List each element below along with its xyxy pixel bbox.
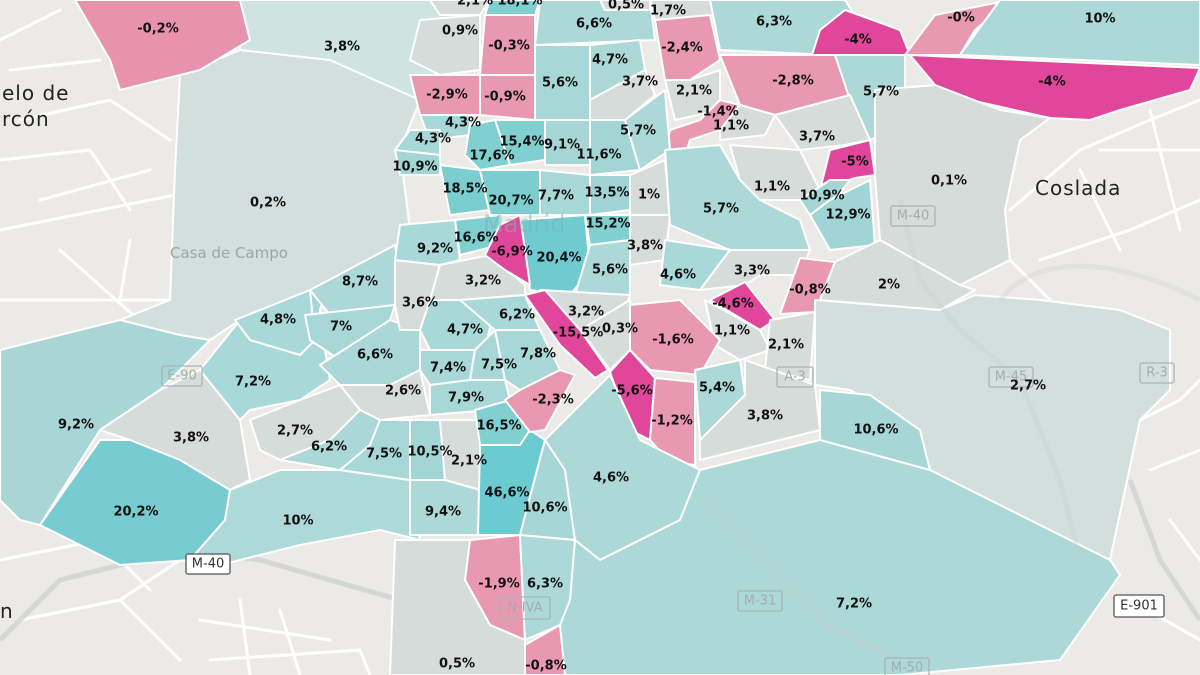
district-5-6-north[interactable] bbox=[534, 44, 591, 121]
district-6-6-north[interactable] bbox=[534, 0, 656, 46]
road-shield-e901: E-901 bbox=[1113, 594, 1165, 618]
district-2-1-east[interactable] bbox=[764, 311, 816, 381]
district-minus-15-5[interactable] bbox=[524, 289, 609, 379]
road-shield-m40-east: M-40 bbox=[890, 205, 936, 227]
district-minus-6-9[interactable] bbox=[484, 214, 531, 286]
svg-text:M-40: M-40 bbox=[897, 209, 929, 224]
district-13-5[interactable] bbox=[589, 174, 631, 216]
district-3-3[interactable] bbox=[699, 249, 811, 291]
road-shield-m31: M-31 bbox=[737, 590, 783, 612]
svg-text:A-3: A-3 bbox=[784, 370, 806, 385]
district-minus-0-8-south[interactable] bbox=[524, 624, 566, 675]
svg-text:N-IVA: N-IVA bbox=[507, 601, 542, 616]
district-17-6[interactable] bbox=[464, 119, 511, 171]
svg-text:M-31: M-31 bbox=[744, 594, 776, 609]
district-alcorcon-north[interactable] bbox=[74, 0, 251, 91]
district-1-1-north[interactable] bbox=[719, 104, 776, 141]
district-minus-4-north[interactable] bbox=[811, 9, 911, 56]
place-label-alcorcon-1: elo de bbox=[2, 81, 69, 105]
district-6-3-south[interactable] bbox=[519, 534, 576, 641]
road-shield-e90: E-90 bbox=[161, 365, 203, 387]
district-10[interactable] bbox=[959, 0, 1200, 66]
district-0-5-south[interactable] bbox=[389, 539, 526, 675]
district-0-9[interactable] bbox=[409, 14, 481, 76]
district-9-4[interactable] bbox=[409, 479, 481, 536]
svg-text:E-901: E-901 bbox=[1120, 599, 1158, 614]
district-10-9-west[interactable] bbox=[394, 149, 441, 176]
place-label-madrid: Madrid bbox=[483, 210, 565, 238]
district-9-2-center[interactable] bbox=[394, 219, 461, 266]
district-7-5-west[interactable] bbox=[339, 419, 411, 481]
district-villaverde-west[interactable] bbox=[189, 469, 421, 571]
district-minus-2-4[interactable] bbox=[654, 14, 721, 81]
district-0-5[interactable] bbox=[599, 0, 651, 11]
district-7-2-south[interactable] bbox=[559, 439, 1121, 675]
road-shield-m40-south: M-40 bbox=[185, 553, 231, 575]
district-7-7[interactable] bbox=[539, 169, 591, 216]
district-9-1[interactable] bbox=[544, 119, 591, 166]
road-shield-r3: R-3 bbox=[1139, 362, 1175, 384]
district-12-9[interactable] bbox=[809, 179, 876, 251]
district-minus-2-3[interactable] bbox=[504, 369, 576, 433]
district-minus-0-9[interactable] bbox=[479, 74, 536, 121]
district-4-8[interactable] bbox=[234, 289, 316, 356]
district-2-1-top[interactable] bbox=[429, 0, 491, 16]
district-20-7[interactable] bbox=[479, 169, 541, 216]
svg-text:R-3: R-3 bbox=[1146, 366, 1167, 381]
svg-text:M-40: M-40 bbox=[192, 557, 224, 572]
district-minus-0-3[interactable] bbox=[479, 14, 536, 76]
svg-text:M-45: M-45 bbox=[995, 370, 1027, 385]
district-0-1[interactable] bbox=[874, 84, 1051, 286]
district-minus-2-9[interactable] bbox=[409, 74, 481, 116]
road-shield-n4a: N-IVA bbox=[499, 596, 551, 620]
district-18-1[interactable] bbox=[484, 0, 541, 16]
svg-text:E-90: E-90 bbox=[167, 369, 196, 384]
highway-overlays bbox=[698, 199, 1200, 663]
district-3-7-north[interactable] bbox=[589, 69, 656, 121]
district-10-9-east[interactable] bbox=[799, 179, 851, 216]
place-label-bottom-left: n bbox=[0, 599, 14, 623]
district-minus-5[interactable] bbox=[819, 139, 876, 191]
road-shield-m50: M-50 bbox=[884, 657, 930, 675]
place-label-coslada: Coslada bbox=[1035, 176, 1121, 200]
svg-text:M-50: M-50 bbox=[891, 661, 923, 675]
district-5-7-east[interactable] bbox=[664, 144, 811, 251]
district-2-1-north[interactable] bbox=[664, 69, 721, 121]
place-label-casa-de-campo: Casa de Campo bbox=[170, 244, 288, 262]
road-shield-m45: M-45 bbox=[988, 366, 1034, 388]
road-shield-a3: A-3 bbox=[776, 366, 814, 388]
place-label-alcorcon-2: rcón bbox=[2, 107, 50, 131]
